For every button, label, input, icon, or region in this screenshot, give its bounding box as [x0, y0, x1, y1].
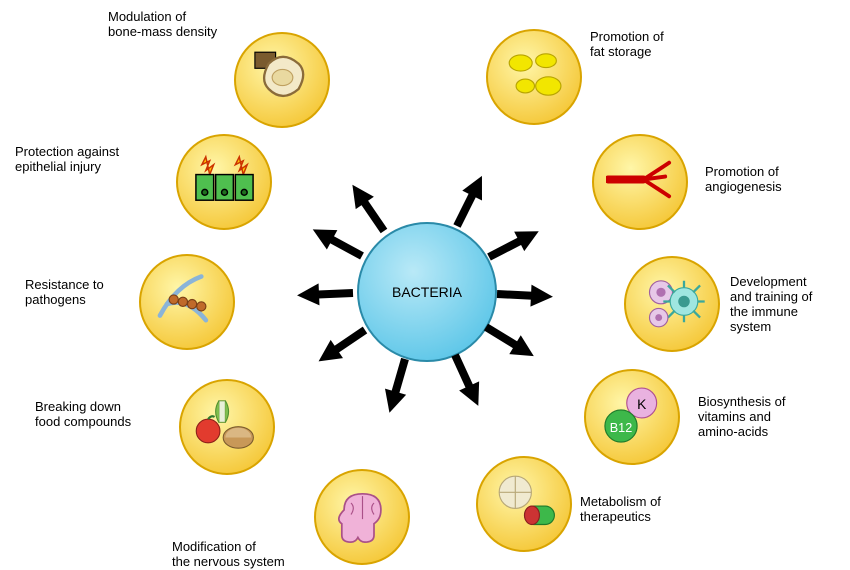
pills-icon	[490, 467, 559, 541]
node-angiogenesis	[592, 134, 688, 230]
arrow-to-epithelial	[312, 229, 361, 256]
svg-text:K: K	[637, 397, 647, 412]
center-label: BACTERIA	[392, 284, 462, 300]
node-bone-mass	[234, 32, 330, 128]
label-food: Breaking down food compounds	[35, 400, 131, 430]
label-bone-mass: Modulation of bone-mass density	[108, 10, 217, 40]
arrow-to-fat-storage	[457, 175, 482, 225]
arrow-to-food	[319, 330, 365, 361]
vessel-icon	[606, 145, 675, 219]
label-immune: Development and training of the immune s…	[730, 275, 812, 335]
epithelial-icon	[190, 145, 259, 219]
node-fat-storage	[486, 29, 582, 125]
label-vitamins: Biosynthesis of vitamins and amino-acids	[698, 395, 785, 440]
node-food	[179, 379, 275, 475]
node-therapeutics	[476, 456, 572, 552]
label-therapeutics: Metabolism of therapeutics	[580, 495, 661, 525]
arrow-to-vitamins	[486, 327, 534, 356]
fat-icon	[500, 40, 569, 114]
vitamins-icon: K B12	[598, 380, 667, 454]
node-vitamins: K B12	[584, 369, 680, 465]
node-nervous	[314, 469, 410, 565]
immune-icon	[638, 267, 707, 341]
label-fat-storage: Promotion of fat storage	[590, 30, 664, 60]
arrow-to-pathogens	[297, 293, 353, 295]
bone-icon	[248, 43, 317, 117]
arrow-to-bone-mass	[353, 184, 385, 230]
node-immune	[624, 256, 720, 352]
food-icon	[193, 390, 262, 464]
arrow-to-nervous	[389, 359, 405, 413]
center-bacteria: BACTERIA	[357, 222, 497, 362]
pathogen-icon	[153, 265, 222, 339]
node-epithelial	[176, 134, 272, 230]
arrow-to-immune	[497, 294, 553, 297]
brain-icon	[328, 480, 397, 554]
label-epithelial: Protection against epithelial injury	[15, 145, 119, 175]
label-nervous: Modification of the nervous system	[172, 540, 285, 570]
svg-text:B12: B12	[609, 421, 632, 435]
node-pathogens	[139, 254, 235, 350]
arrow-to-therapeutics	[455, 355, 478, 406]
arrow-to-angiogenesis	[489, 231, 539, 257]
label-angiogenesis: Promotion of angiogenesis	[705, 165, 782, 195]
diagram-stage: BACTERIA Modulation of bone-mass density…	[0, 0, 850, 570]
label-pathogens: Resistance to pathogens	[25, 278, 104, 308]
